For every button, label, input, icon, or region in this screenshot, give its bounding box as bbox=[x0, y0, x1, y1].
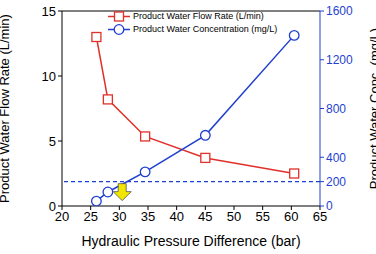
svg-text:15: 15 bbox=[42, 4, 56, 19]
svg-text:800: 800 bbox=[326, 102, 346, 116]
svg-text:40: 40 bbox=[169, 209, 183, 224]
svg-text:0: 0 bbox=[326, 199, 333, 213]
svg-text:0: 0 bbox=[49, 199, 56, 214]
svg-text:65: 65 bbox=[312, 209, 328, 225]
html-text:Product Water Flow Rate (L/min: Product Water Flow Rate (L/min) bbox=[133, 11, 264, 21]
svg-text:Product Water Conc. (mg/L): Product Water Conc. (mg/L) bbox=[367, 28, 368, 189]
svg-text:1200: 1200 bbox=[326, 53, 353, 67]
svg-text:400: 400 bbox=[326, 151, 346, 165]
svg-text:50: 50 bbox=[227, 209, 241, 224]
svg-text:200: 200 bbox=[326, 175, 346, 189]
svg-text:10: 10 bbox=[42, 69, 56, 84]
svg-text:Hydraulic Pressure Difference: Hydraulic Pressure Difference (bar) bbox=[81, 233, 300, 249]
svg-text:25: 25 bbox=[83, 209, 97, 224]
svg-text:45: 45 bbox=[198, 209, 212, 224]
svg-text:1600: 1600 bbox=[326, 4, 353, 18]
svg-text:55: 55 bbox=[255, 209, 269, 224]
svg-text:20: 20 bbox=[55, 209, 69, 224]
svg-text:5: 5 bbox=[49, 134, 56, 149]
svg-text:60: 60 bbox=[284, 209, 298, 224]
svg-text:30: 30 bbox=[112, 209, 126, 224]
html-text:Product Water Concentration (m: Product Water Concentration (mg/L) bbox=[133, 24, 278, 34]
svg-text:Product Water Flow Rate (L/min: Product Water Flow Rate (L/min) bbox=[8, 14, 12, 203]
svg-text:35: 35 bbox=[141, 209, 155, 224]
